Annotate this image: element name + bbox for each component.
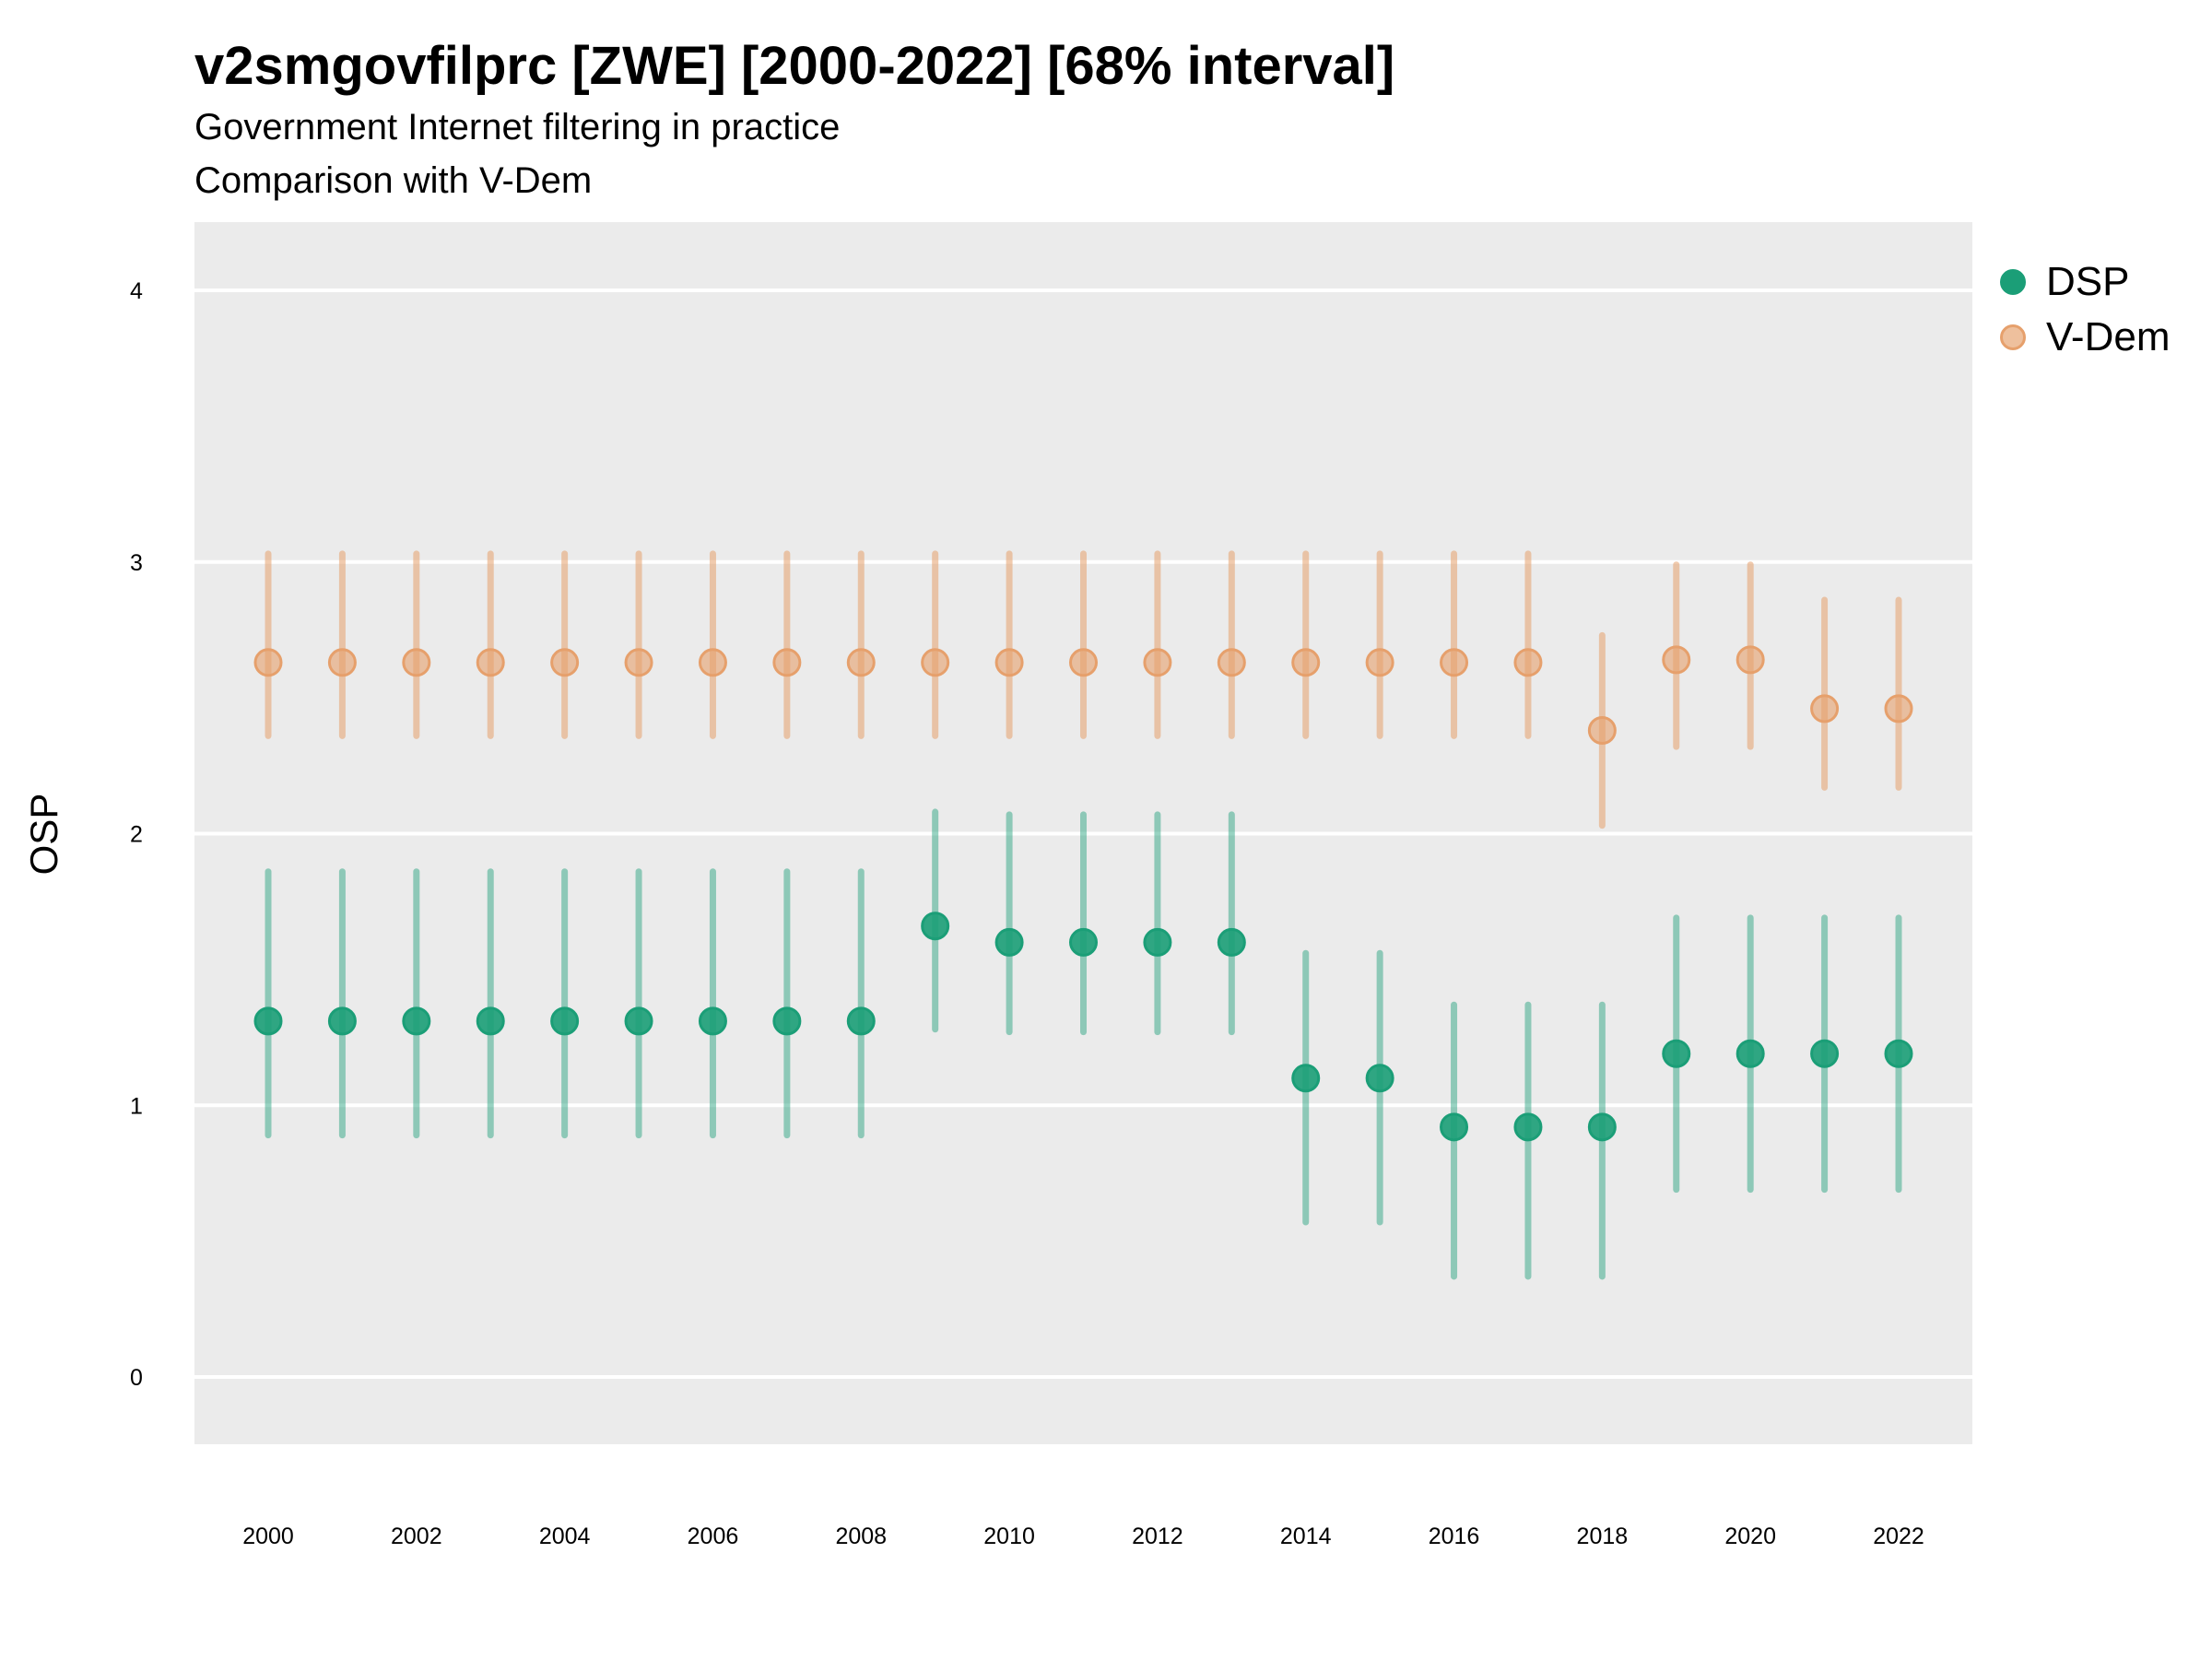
- data-point: [1662, 1039, 1691, 1068]
- data-point: [550, 648, 580, 677]
- y-tick-label: 3: [130, 550, 143, 576]
- y-axis-ticks: 0 1 2 3 4: [130, 278, 143, 1391]
- legend-dot-icon: [2000, 269, 2026, 295]
- data-point: [253, 1006, 283, 1036]
- data-point: [1440, 1112, 1469, 1142]
- data-point: [1587, 1112, 1617, 1142]
- legend-label-dsp: DSP: [2046, 259, 2130, 304]
- data-point: [1069, 648, 1098, 677]
- x-tick-label: 2014: [1280, 1524, 1332, 1549]
- chart-title: v2smgovfilprc [ZWE] [2000-2022] [68% int…: [194, 36, 1395, 96]
- data-point: [1884, 1039, 1913, 1068]
- data-point: [1662, 645, 1691, 675]
- data-point: [624, 1006, 653, 1036]
- x-tick-label: 2020: [1724, 1524, 1776, 1549]
- data-point: [1440, 648, 1469, 677]
- data-point: [476, 648, 505, 677]
- data-point: [994, 648, 1024, 677]
- x-tick-label: 2000: [242, 1524, 294, 1549]
- data-point: [1069, 927, 1098, 957]
- data-point: [1143, 648, 1172, 677]
- x-tick-label: 2018: [1577, 1524, 1629, 1549]
- legend-item-vdem: V-Dem: [2000, 310, 2170, 365]
- data-point: [550, 1006, 580, 1036]
- x-tick-label: 2012: [1132, 1524, 1183, 1549]
- data-point: [1513, 648, 1543, 677]
- data-point: [327, 648, 357, 677]
- y-tick-label: 0: [130, 1365, 143, 1391]
- series-dsp: [253, 808, 1913, 1280]
- data-point: [1217, 648, 1246, 677]
- data-point: [1291, 648, 1321, 677]
- legend-item-dsp: DSP: [2000, 254, 2170, 310]
- y-tick-label: 2: [130, 822, 143, 848]
- data-point: [1365, 1064, 1394, 1093]
- data-point: [624, 648, 653, 677]
- data-point: [1513, 1112, 1543, 1142]
- x-tick-label: 2004: [539, 1524, 591, 1549]
- data-point: [698, 648, 727, 677]
- data-point: [402, 648, 431, 677]
- chart-subtitle: Government Internet filtering in practic…: [194, 107, 841, 147]
- data-point: [1217, 927, 1246, 957]
- x-axis-ticks: 2000 2002 2004 2006 2008 2010 2012 2014 2016 2018…: [242, 1524, 1924, 1549]
- data-point: [1291, 1064, 1321, 1093]
- data-point: [253, 648, 283, 677]
- legend-dot-icon: [2000, 324, 2026, 350]
- data-point: [402, 1006, 431, 1036]
- data-point: [1810, 694, 1840, 724]
- data-point: [698, 1006, 727, 1036]
- data-marks: [253, 550, 1913, 1280]
- legend: DSP V-Dem: [2000, 254, 2170, 365]
- data-point: [327, 1006, 357, 1036]
- series-v-dem: [253, 550, 1913, 830]
- data-point: [772, 648, 802, 677]
- data-point: [772, 1006, 802, 1036]
- x-tick-label: 2010: [983, 1524, 1035, 1549]
- y-axis-label: OSP: [22, 794, 65, 876]
- data-point: [1884, 694, 1913, 724]
- data-point: [846, 648, 876, 677]
- data-point: [994, 927, 1024, 957]
- data-point: [921, 648, 950, 677]
- data-point: [846, 1006, 876, 1036]
- data-point: [1365, 648, 1394, 677]
- legend-label-vdem: V-Dem: [2046, 314, 2171, 359]
- x-tick-label: 2008: [835, 1524, 887, 1549]
- x-tick-label: 2016: [1429, 1524, 1480, 1549]
- data-point: [1587, 715, 1617, 745]
- data-point: [921, 912, 950, 941]
- data-point: [1735, 645, 1765, 675]
- data-point: [1735, 1039, 1765, 1068]
- y-tick-label: 1: [130, 1093, 143, 1119]
- data-point: [1143, 927, 1172, 957]
- x-tick-label: 2002: [391, 1524, 442, 1549]
- data-point: [476, 1006, 505, 1036]
- y-tick-label: 4: [130, 278, 143, 304]
- chart-subtitle-comparison: Comparison with V-Dem: [194, 160, 593, 201]
- x-tick-label: 2006: [688, 1524, 739, 1549]
- x-tick-label: 2022: [1873, 1524, 1924, 1549]
- data-point: [1810, 1039, 1840, 1068]
